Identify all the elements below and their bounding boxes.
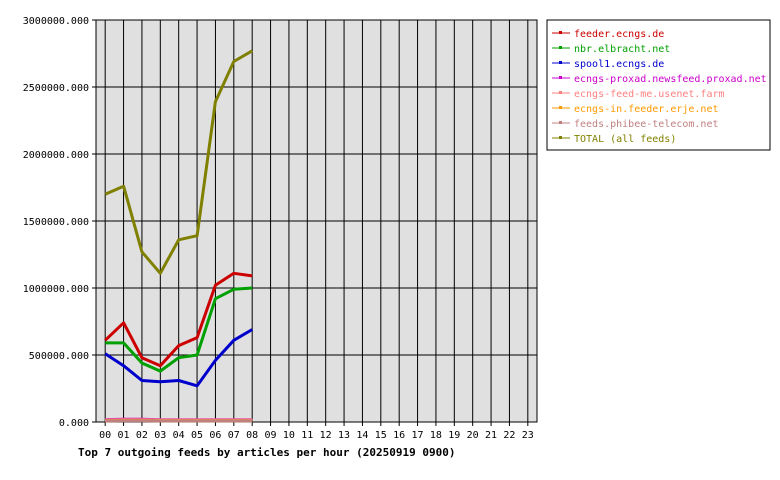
y-tick-label: 1500000.000 [23, 217, 89, 228]
x-tick-label: 19 [448, 430, 460, 441]
y-tick-label: 1000000.000 [23, 284, 89, 295]
legend-marker [559, 121, 562, 124]
legend-label: ecngs-proxad.newsfeed.proxad.net [574, 74, 767, 85]
legend-label: ecngs-feed-me.usenet.farm [574, 89, 725, 100]
legend-box [546, 19, 771, 151]
legend-marker [559, 106, 562, 109]
y-tick-label: 2500000.000 [23, 83, 89, 94]
legend-label: feeds.phibee-telecom.net [574, 119, 719, 130]
x-tick-label: 07 [228, 430, 240, 441]
series-line [105, 286, 253, 373]
legend-marker [559, 91, 562, 94]
x-tick-label: 14 [356, 430, 368, 441]
x-tick-label: 21 [485, 430, 497, 441]
x-tick-label: 08 [246, 430, 258, 441]
series-line [104, 49, 253, 275]
y-tick-label: 3000000.000 [23, 16, 89, 27]
x-tick-label: 23 [522, 430, 534, 441]
x-tick-label: 17 [412, 430, 424, 441]
legend-marker [559, 61, 562, 64]
legend: feeder.ecngs.de nbr.elbracht.net spool1.ec… [546, 19, 771, 151]
x-tick-label: 15 [375, 430, 387, 441]
x-tick-label: 00 [99, 430, 111, 441]
legend-label: spool1.ecngs.de [574, 59, 664, 70]
x-tick-label: 02 [136, 430, 148, 441]
x-tick-label: 05 [191, 430, 203, 441]
series-lines [104, 49, 253, 423]
chart-title: Top 7 outgoing feeds by articles per hou… [78, 446, 456, 459]
legend-label: TOTAL (all feeds) [574, 134, 676, 145]
x-tick-label: 20 [467, 430, 479, 441]
series-line [104, 328, 253, 388]
x-axis-tick-labels: 00 01 02 03 04 05 06 07 08 09 10 11 12 13 14 15 16 17 18 19… [99, 422, 534, 441]
x-tick-label: 10 [283, 430, 295, 441]
x-tick-label: 01 [118, 430, 130, 441]
y-tick-label: 2000000.000 [23, 150, 89, 161]
y-axis-tick-labels: 0.000 500000.000 1000000.000 1500000.000 200… [23, 16, 96, 429]
x-tick-label: 04 [173, 430, 185, 441]
legend-label: feeder.ecngs.de [574, 29, 664, 40]
x-tick-label: 03 [154, 430, 166, 441]
x-tick-label: 12 [320, 430, 332, 441]
legend-marker [559, 46, 562, 49]
series-line [104, 271, 253, 368]
y-tick-label: 500000.000 [29, 351, 89, 362]
x-tick-label: 11 [301, 430, 313, 441]
legend-marker [559, 31, 562, 34]
y-tick-label: 0.000 [59, 418, 89, 429]
x-tick-label: 22 [503, 430, 515, 441]
x-tick-label: 06 [209, 430, 221, 441]
x-tick-label: 09 [265, 430, 277, 441]
legend-marker [559, 76, 562, 79]
x-tick-label: 13 [338, 430, 350, 441]
legend-label: nbr.elbracht.net [574, 44, 670, 55]
legend-label: ecngs-in.feeder.erje.net [574, 104, 719, 115]
x-tick-label: 18 [430, 430, 442, 441]
x-tick-label: 16 [393, 430, 405, 441]
legend-marker [559, 136, 562, 139]
